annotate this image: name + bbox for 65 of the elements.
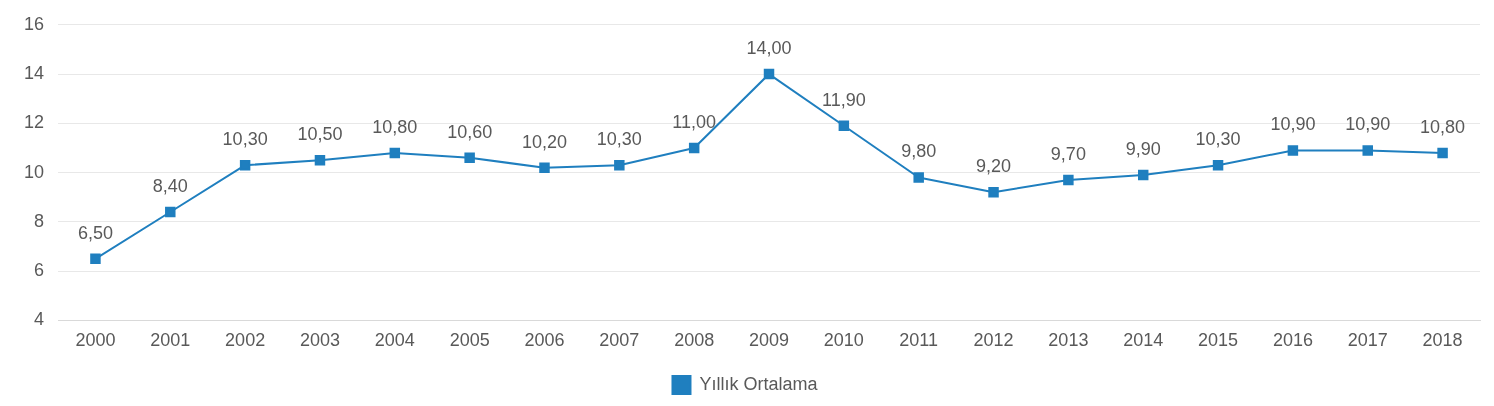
y-tick-label: 8 bbox=[34, 210, 45, 231]
y-tick-label: 16 bbox=[23, 13, 45, 34]
data-label: 9,90 bbox=[1125, 139, 1161, 160]
y-tick-label: 12 bbox=[23, 112, 45, 133]
data-label: 10,90 bbox=[1270, 114, 1316, 135]
point bbox=[165, 206, 176, 218]
point bbox=[239, 159, 251, 171]
data-label: 9,70 bbox=[1050, 143, 1086, 164]
x-tick-label: 2000 bbox=[75, 330, 116, 351]
point bbox=[614, 159, 625, 171]
point bbox=[1362, 145, 1373, 156]
data-label: 6,50 bbox=[77, 222, 113, 243]
x-tick-label: 2005 bbox=[449, 330, 490, 351]
x-tick-label: 2018 bbox=[1422, 330, 1463, 351]
data-label: 11,00 bbox=[672, 111, 717, 132]
data-label: 10,60 bbox=[447, 121, 493, 142]
data-label: 10,30 bbox=[222, 129, 268, 150]
x-tick-label: 2015 bbox=[1198, 330, 1239, 351]
legend-label: Yıllık Ortalama bbox=[699, 373, 819, 394]
y-tick-label: 14 bbox=[23, 63, 45, 84]
x-tick-label: 2008 bbox=[674, 330, 715, 351]
point bbox=[763, 68, 775, 80]
data-label: 9,20 bbox=[976, 156, 1012, 177]
point bbox=[838, 120, 850, 132]
data-label: 11,90 bbox=[821, 89, 866, 110]
point bbox=[1063, 174, 1074, 186]
y-tick-label: 4 bbox=[34, 309, 45, 330]
x-tick-label: 2007 bbox=[599, 330, 640, 351]
point bbox=[1287, 145, 1299, 156]
point bbox=[988, 187, 999, 198]
point bbox=[539, 162, 550, 173]
x-tick-label: 2012 bbox=[973, 330, 1014, 351]
x-tick-label: 2001 bbox=[150, 330, 191, 351]
x-tick-label: 2013 bbox=[1048, 330, 1089, 351]
x-tick-label: 2006 bbox=[524, 330, 565, 351]
x-tick-label: 2011 bbox=[899, 330, 939, 351]
data-label: 10,30 bbox=[596, 129, 642, 150]
data-label: 10,90 bbox=[1345, 114, 1391, 135]
data-label: 14,00 bbox=[746, 38, 792, 59]
x-tick-label: 2016 bbox=[1272, 330, 1313, 351]
y-tick-label: 10 bbox=[23, 161, 45, 182]
x-tick-label: 2014 bbox=[1123, 330, 1164, 351]
x-tick-label: 2009 bbox=[748, 330, 790, 351]
data-label: 8,40 bbox=[152, 175, 188, 196]
x-tick-label: 2002 bbox=[225, 330, 266, 351]
point bbox=[314, 155, 326, 166]
y-tick-label: 6 bbox=[34, 260, 45, 281]
point bbox=[389, 147, 401, 159]
x-tick-label: 2010 bbox=[823, 330, 864, 351]
point bbox=[464, 152, 475, 164]
x-tick-label: 2003 bbox=[299, 330, 340, 351]
data-label: 10,80 bbox=[1420, 116, 1466, 137]
data-label: 10,30 bbox=[1195, 129, 1241, 150]
point bbox=[1137, 169, 1149, 181]
data-label: 10,50 bbox=[297, 124, 343, 145]
point bbox=[913, 172, 924, 183]
data-label: 10,20 bbox=[521, 131, 568, 152]
point bbox=[90, 253, 101, 265]
data-label: 9,80 bbox=[901, 141, 937, 162]
data-label: 10,80 bbox=[372, 116, 418, 137]
point bbox=[1437, 147, 1448, 159]
point bbox=[1212, 159, 1224, 171]
x-tick-label: 2004 bbox=[374, 330, 415, 351]
point bbox=[688, 142, 700, 154]
x-tick-label: 2017 bbox=[1347, 330, 1388, 351]
